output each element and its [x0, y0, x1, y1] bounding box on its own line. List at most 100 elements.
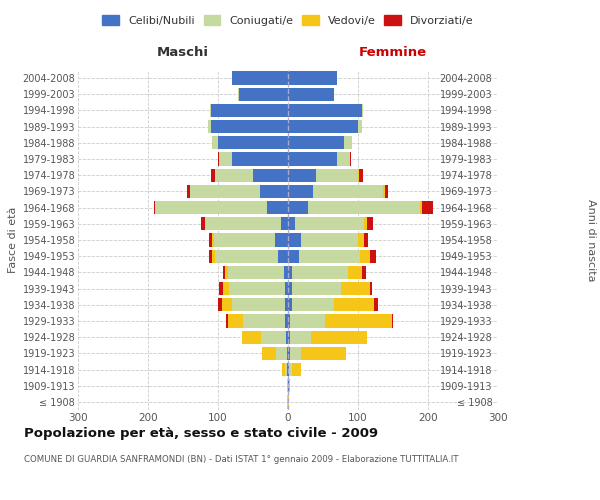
Bar [301, 234, 358, 246]
Bar [238, 88, 239, 101]
Bar [220, 282, 223, 295]
Bar [311, 330, 367, 344]
Bar [281, 217, 288, 230]
Bar [289, 363, 292, 376]
Bar [211, 120, 288, 134]
Bar [316, 168, 358, 182]
Bar [209, 250, 212, 263]
Bar [344, 136, 352, 149]
Bar [292, 266, 348, 279]
Bar [290, 314, 325, 328]
Bar [292, 282, 341, 295]
Bar [228, 266, 284, 279]
Bar [225, 266, 228, 279]
Bar [287, 396, 288, 408]
Bar [285, 363, 287, 376]
Bar [232, 298, 284, 312]
Bar [419, 201, 422, 214]
Bar [284, 282, 288, 295]
Bar [364, 217, 367, 230]
Bar [208, 120, 211, 134]
Bar [284, 266, 288, 279]
Bar [301, 346, 346, 360]
Bar [288, 346, 290, 360]
Text: Maschi: Maschi [157, 46, 209, 59]
Bar [209, 234, 212, 246]
Bar [229, 282, 284, 295]
Bar [358, 120, 361, 134]
Bar [276, 346, 287, 360]
Bar [288, 266, 292, 279]
Bar [262, 330, 286, 344]
Bar [299, 250, 360, 263]
Bar [385, 185, 388, 198]
Legend: Celibi/Nubili, Coniugati/e, Vedovi/e, Divorziati/e: Celibi/Nubili, Coniugati/e, Vedovi/e, Di… [98, 10, 478, 30]
Bar [392, 314, 393, 328]
Bar [288, 201, 308, 214]
Bar [370, 282, 372, 295]
Bar [287, 346, 288, 360]
Bar [287, 379, 288, 392]
Bar [288, 379, 289, 392]
Bar [205, 217, 281, 230]
Bar [221, 298, 232, 312]
Bar [286, 330, 288, 344]
Bar [288, 396, 289, 408]
Bar [211, 104, 288, 117]
Bar [288, 234, 301, 246]
Bar [383, 185, 385, 198]
Bar [364, 234, 368, 246]
Bar [370, 250, 376, 263]
Bar [288, 88, 334, 101]
Bar [288, 363, 289, 376]
Bar [260, 185, 288, 198]
Bar [218, 298, 221, 312]
Bar [211, 168, 215, 182]
Bar [226, 314, 228, 328]
Bar [358, 234, 364, 246]
Bar [285, 314, 288, 328]
Bar [289, 379, 290, 392]
Bar [288, 185, 313, 198]
Bar [232, 152, 288, 166]
Bar [154, 201, 155, 214]
Bar [155, 201, 267, 214]
Y-axis label: Fasce di età: Fasce di età [8, 207, 19, 273]
Bar [288, 152, 337, 166]
Bar [350, 152, 351, 166]
Bar [359, 168, 363, 182]
Bar [287, 363, 288, 376]
Bar [348, 266, 362, 279]
Bar [288, 104, 361, 117]
Bar [295, 217, 364, 230]
Bar [358, 168, 359, 182]
Bar [212, 250, 215, 263]
Bar [223, 282, 229, 295]
Bar [232, 72, 288, 85]
Bar [334, 298, 374, 312]
Bar [288, 298, 292, 312]
Bar [215, 250, 277, 263]
Text: Femmine: Femmine [359, 46, 427, 59]
Bar [239, 88, 288, 101]
Bar [243, 314, 285, 328]
Bar [212, 234, 214, 246]
Bar [282, 363, 285, 376]
Bar [288, 314, 290, 328]
Bar [308, 201, 419, 214]
Bar [325, 314, 392, 328]
Bar [341, 282, 370, 295]
Bar [223, 266, 225, 279]
Bar [288, 136, 344, 149]
Bar [212, 136, 218, 149]
Text: Anni di nascita: Anni di nascita [586, 198, 596, 281]
Bar [422, 201, 433, 214]
Bar [374, 298, 377, 312]
Bar [288, 330, 290, 344]
Bar [288, 120, 358, 134]
Bar [218, 136, 288, 149]
Bar [288, 282, 292, 295]
Bar [190, 185, 260, 198]
Bar [201, 217, 205, 230]
Bar [284, 298, 288, 312]
